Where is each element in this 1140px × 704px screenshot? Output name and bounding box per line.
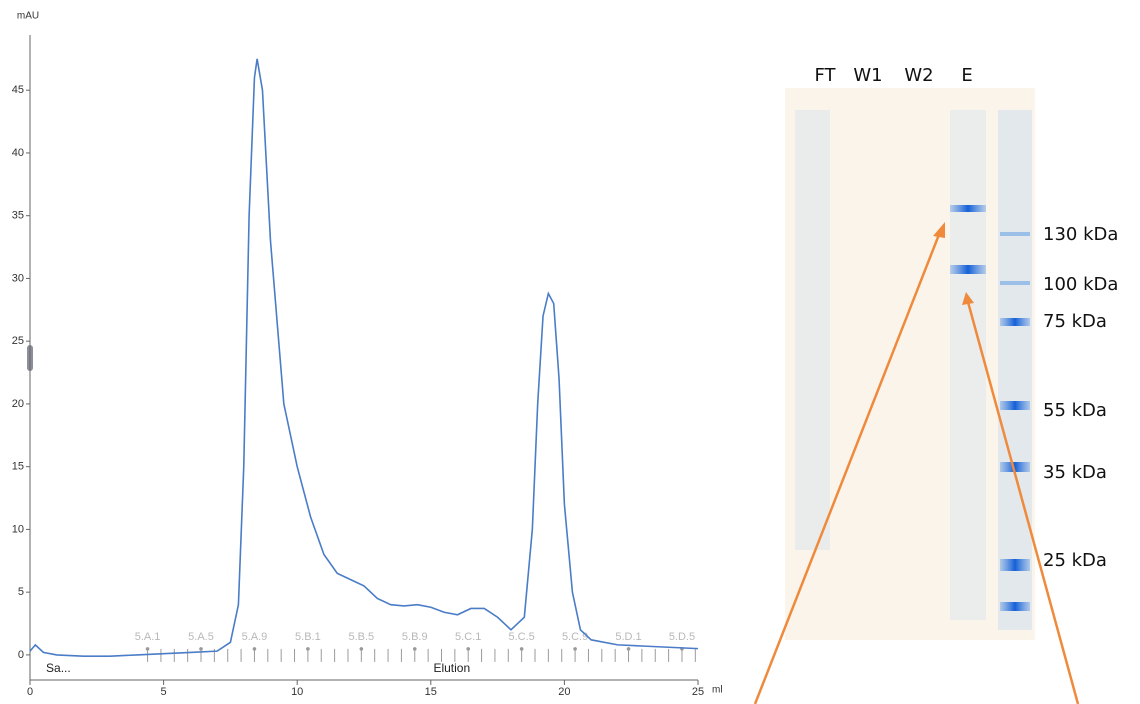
lane-e (950, 110, 986, 620)
x-tick-label: 0 (27, 686, 33, 698)
fraction-label: 5.C.1 (455, 631, 481, 643)
x-axis-label: ml (712, 685, 723, 696)
lane-label: E (961, 65, 972, 86)
band (1000, 559, 1030, 571)
fraction-label: 5.D.1 (615, 631, 641, 643)
phase-label: Sa... (46, 661, 71, 675)
fraction-label: 5.D.5 (669, 631, 695, 643)
lane-label: W2 (904, 65, 933, 86)
fraction-marker (146, 647, 150, 651)
fraction-marker (413, 647, 417, 651)
marker-label: 130 kDa (1043, 224, 1118, 245)
y-tick-label: 10 (12, 523, 24, 535)
marker-label: 35 kDa (1043, 462, 1107, 483)
lane-label: FT (814, 65, 836, 86)
y-tick-label: 0 (18, 649, 24, 661)
band (950, 205, 986, 212)
fraction-marker (306, 647, 310, 651)
x-tick-label: 25 (692, 686, 704, 698)
band (950, 265, 986, 274)
fraction-marker (466, 647, 470, 651)
band (1000, 318, 1030, 326)
y-axis-label: mAU (17, 11, 39, 22)
chromatogram: mAU ml 0 5 10 15 20 25 30 35 40 45 0 5 10 15 20 25 5.A.1… (12, 11, 723, 698)
y-tick-label: 20 (12, 398, 24, 410)
band (1000, 281, 1030, 285)
x-tick-label: 20 (558, 686, 570, 698)
y-tick-label: 15 (12, 461, 24, 473)
phase-label: Elution (433, 661, 470, 675)
fraction-marker (520, 647, 524, 651)
fraction-marker (573, 647, 577, 651)
y-tick-label: 35 (12, 210, 24, 222)
fraction-marker (627, 647, 631, 651)
band (1000, 401, 1030, 410)
trace (30, 59, 698, 656)
gel-image: FT W1 W2 E 130 kDa 100 kDa 75 kDa 55 kDa… (755, 65, 1118, 704)
marker-label: 100 kDa (1043, 274, 1118, 295)
fraction-label: 5.A.1 (135, 631, 161, 643)
fraction-marker (360, 647, 364, 651)
lane-ft (795, 110, 830, 550)
lane-label: W1 (853, 65, 882, 86)
fraction-marker (199, 647, 203, 651)
y-tick-label: 45 (12, 84, 24, 96)
marker-lane (998, 110, 1032, 630)
y-tick-label: 40 (12, 147, 24, 159)
fraction-label: 5.A.9 (242, 631, 268, 643)
marker-label: 55 kDa (1043, 400, 1107, 421)
marker-label: 75 kDa (1043, 311, 1107, 332)
y-tick-label: 30 (12, 272, 24, 284)
x-tick-label: 15 (425, 686, 437, 698)
x-tick-label: 10 (291, 686, 303, 698)
fraction-label: 5.C.5 (508, 631, 534, 643)
figure: mAU ml 0 5 10 15 20 25 30 35 40 45 0 5 10 15 20 25 5.A.1… (0, 0, 1140, 704)
y-tick-label: 5 (18, 586, 24, 598)
marker-label: 25 kDa (1043, 550, 1107, 571)
fraction-label: 5.A.5 (188, 631, 214, 643)
fraction-marker (253, 647, 257, 651)
band (1000, 232, 1030, 236)
fraction-label: 5.B.9 (402, 631, 428, 643)
fraction-label: 5.B.1 (295, 631, 321, 643)
band (1000, 602, 1030, 611)
x-tick-label: 5 (161, 686, 167, 698)
y-tick-label: 25 (12, 335, 24, 347)
fraction-label: 5.B.5 (348, 631, 374, 643)
